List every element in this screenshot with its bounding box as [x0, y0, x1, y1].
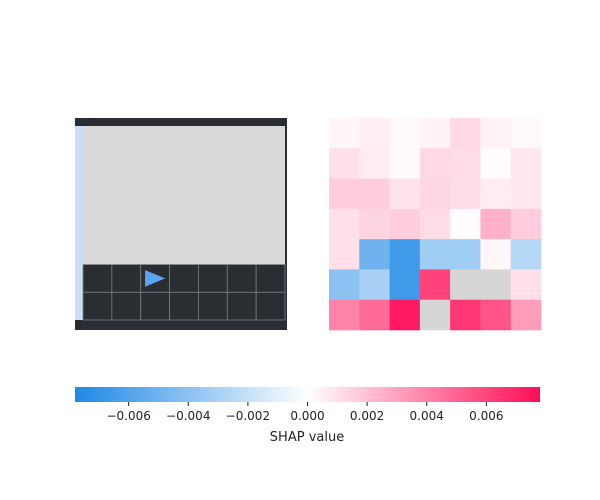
heatmap-cell — [419, 118, 451, 149]
heatmap-cell — [450, 118, 481, 149]
heatmap-cell — [419, 148, 451, 179]
colorbar-tick-label: 0.004 — [410, 409, 444, 423]
heatmap-cell — [359, 148, 390, 179]
heatmap-cell — [450, 178, 481, 210]
heatmap-cell — [389, 118, 421, 149]
colorbar-tick-label: −0.006 — [106, 409, 150, 423]
heatmap-cell — [359, 118, 390, 149]
heatmap-cell — [359, 239, 390, 270]
grid-cell — [255, 264, 286, 293]
colorbar-tick-label: −0.002 — [226, 409, 270, 423]
heatmap-cell — [359, 208, 390, 240]
heatmap-cell — [389, 178, 421, 210]
heatmap-cell — [329, 299, 360, 331]
grid-cell — [111, 291, 142, 321]
heatmap-cell — [510, 239, 542, 270]
colorbar-tick-label: 0.000 — [290, 409, 324, 423]
heatmap-cell — [510, 208, 542, 240]
grid-cell — [198, 264, 228, 293]
heatmap-cell — [389, 269, 421, 301]
grid-cell — [82, 291, 113, 321]
heatmap-cell — [419, 239, 451, 270]
grid-cell — [198, 291, 228, 321]
heatmap-cell — [329, 148, 360, 179]
colorbar-tick-label: 0.002 — [350, 409, 384, 423]
grid-cell — [226, 264, 257, 293]
grid-cell — [169, 291, 199, 321]
grid-cell — [226, 291, 257, 321]
heatmap-cell — [329, 239, 360, 270]
heatmap-cell — [480, 239, 512, 270]
grid-cell — [255, 291, 286, 321]
heatmap-cell — [450, 148, 481, 179]
heatmap-cell — [419, 178, 451, 210]
heatmap-cell — [329, 269, 360, 301]
heatmap-cell — [389, 299, 421, 331]
heatmap-cell — [389, 148, 421, 179]
grid-cell — [82, 264, 113, 293]
shap-heatmap — [329, 118, 542, 331]
heatmap-cell — [450, 208, 481, 240]
heatmap-cell — [450, 299, 481, 331]
heatmap-cell — [419, 269, 451, 301]
heatmap-cell — [480, 118, 512, 149]
heatmap-cell — [510, 148, 542, 179]
heatmap-cell — [329, 178, 360, 210]
heatmap-cell — [510, 299, 542, 331]
colorbar-label: SHAP value — [269, 430, 345, 445]
heatmap-cell — [419, 208, 451, 240]
grid-cell — [140, 291, 170, 321]
heatmap-cell — [389, 239, 421, 270]
heatmap-cell — [510, 118, 542, 149]
heatmap-cell — [480, 299, 512, 331]
grid-cell — [169, 264, 199, 293]
heatmap-cell — [510, 178, 542, 210]
colorbar-tick-label: 0.006 — [469, 409, 503, 423]
heatmap-cell — [480, 178, 512, 210]
heatmap-cell — [450, 269, 481, 301]
heatmap-cell — [359, 178, 390, 210]
heatmap-cell — [329, 208, 360, 240]
heatmap-cell — [359, 299, 390, 331]
heatmap-cell — [329, 118, 360, 149]
colorbar-gradient — [75, 387, 540, 402]
heatmap-cell — [389, 208, 421, 240]
heatmap-cell — [450, 239, 481, 270]
heatmap-cell — [480, 269, 512, 301]
agent-marker — [145, 270, 166, 287]
shap-colorbar: −0.006 −0.004 −0.002 0.000 0.002 0.004 0.006 — [75, 387, 540, 423]
heatmap-cell — [480, 208, 512, 240]
heatmap-cell — [359, 269, 390, 301]
heatmap-cell — [480, 148, 512, 179]
colorbar-tick-label: −0.004 — [166, 409, 210, 423]
heatmap-cell — [419, 299, 451, 331]
grid-cell — [111, 264, 142, 293]
edge-strip — [75, 126, 83, 320]
heatmap-cell — [510, 269, 542, 301]
observation-image — [75, 118, 287, 330]
